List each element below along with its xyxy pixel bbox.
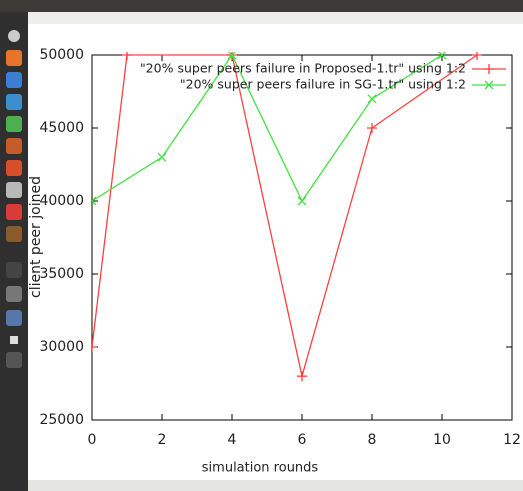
data-point bbox=[367, 123, 377, 133]
x-tick-label: 8 bbox=[368, 432, 377, 448]
y-tick-label: 25000 bbox=[39, 412, 84, 428]
y-tick-label: 40000 bbox=[39, 193, 84, 209]
y-tick-label: 35000 bbox=[39, 266, 84, 282]
y-tick-label: 50000 bbox=[39, 47, 84, 63]
x-tick-label: 2 bbox=[158, 432, 167, 448]
data-point bbox=[297, 371, 307, 381]
x-axis-label: simulation rounds bbox=[202, 461, 319, 476]
data-point bbox=[368, 95, 376, 103]
data-point bbox=[472, 50, 482, 60]
x-tick-label: 10 bbox=[433, 432, 451, 448]
toolbar bbox=[28, 12, 523, 24]
screen: simulation rounds client peer joined 250… bbox=[0, 0, 523, 491]
data-point bbox=[298, 197, 306, 205]
legend-label: "20% super peers failure in SG-1.tr" usi… bbox=[180, 77, 466, 92]
data-point bbox=[158, 153, 166, 161]
legend-marker bbox=[484, 64, 494, 74]
legend-label: "20% super peers failure in Proposed-1.t… bbox=[140, 61, 466, 76]
x-tick-label: 0 bbox=[88, 432, 97, 448]
plot-area bbox=[87, 50, 482, 381]
data-point bbox=[122, 50, 132, 60]
top-panel bbox=[0, 0, 523, 12]
y-tick-label: 30000 bbox=[39, 339, 84, 355]
x-tick-label: 6 bbox=[298, 432, 307, 448]
x-tick-label: 4 bbox=[228, 432, 237, 448]
plot-frame bbox=[92, 55, 512, 420]
y-tick-label: 45000 bbox=[39, 120, 84, 136]
data-point bbox=[87, 342, 97, 352]
status-bar bbox=[28, 480, 523, 491]
series-line bbox=[92, 55, 477, 376]
x-tick-label: 12 bbox=[503, 432, 521, 448]
